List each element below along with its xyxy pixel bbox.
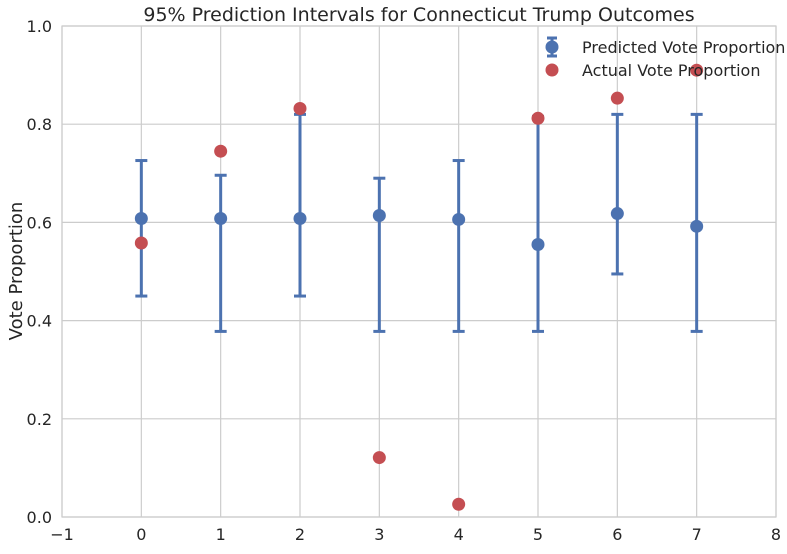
actual-point	[134, 236, 148, 250]
actual-point	[293, 101, 307, 115]
y-axis-label: Vote Proportion	[6, 202, 27, 341]
y-tick-label: 0.8	[27, 115, 52, 134]
legend-actual-label: Actual Vote Proportion	[582, 61, 760, 80]
y-tick-label: 0.6	[27, 213, 52, 232]
legend-predicted-label: Predicted Vote Proportion	[582, 38, 785, 57]
x-tick-label: 6	[612, 525, 622, 544]
predicted-point	[452, 212, 466, 226]
x-tick-label: 4	[454, 525, 464, 544]
x-tick-label: 7	[692, 525, 702, 544]
predicted-point	[372, 209, 386, 223]
predicted-point	[214, 211, 228, 225]
actual-point	[610, 91, 624, 105]
x-tick-label: 1	[216, 525, 226, 544]
legend-actual-marker	[545, 63, 559, 77]
actual-point	[690, 63, 704, 77]
actual-point	[531, 111, 545, 125]
predicted-point	[134, 211, 148, 225]
tick-layer: −1 0 1 2 3 4 5 6 7 8 0.0 0.2 0.4 0.6 0.8 1.0	[27, 17, 782, 544]
plot-frame	[61, 25, 777, 518]
predicted-point	[610, 207, 624, 221]
actual-point	[452, 497, 466, 511]
grid-layer	[61, 25, 777, 518]
x-tick-label: −1	[50, 525, 74, 544]
x-tick-label: 0	[136, 525, 146, 544]
series-layer	[134, 63, 704, 511]
x-tick-label: 8	[771, 525, 781, 544]
actual-point	[372, 451, 386, 465]
x-tick-label: 3	[374, 525, 384, 544]
y-tick-label: 0.0	[27, 508, 52, 527]
chart-title: 95% Prediction Intervals for Connecticut…	[143, 4, 694, 26]
y-tick-label: 0.4	[27, 312, 52, 331]
predicted-point	[293, 211, 307, 225]
y-tick-label: 0.2	[27, 410, 52, 429]
legend: Predicted Vote Proportion Actual Vote Pro…	[545, 36, 785, 80]
y-tick-label: 1.0	[27, 17, 52, 36]
predicted-point	[531, 237, 545, 251]
predicted-point	[690, 219, 704, 233]
x-tick-label: 2	[295, 525, 305, 544]
legend-predicted-marker	[545, 40, 559, 54]
actual-point	[214, 144, 228, 158]
x-tick-label: 5	[533, 525, 543, 544]
